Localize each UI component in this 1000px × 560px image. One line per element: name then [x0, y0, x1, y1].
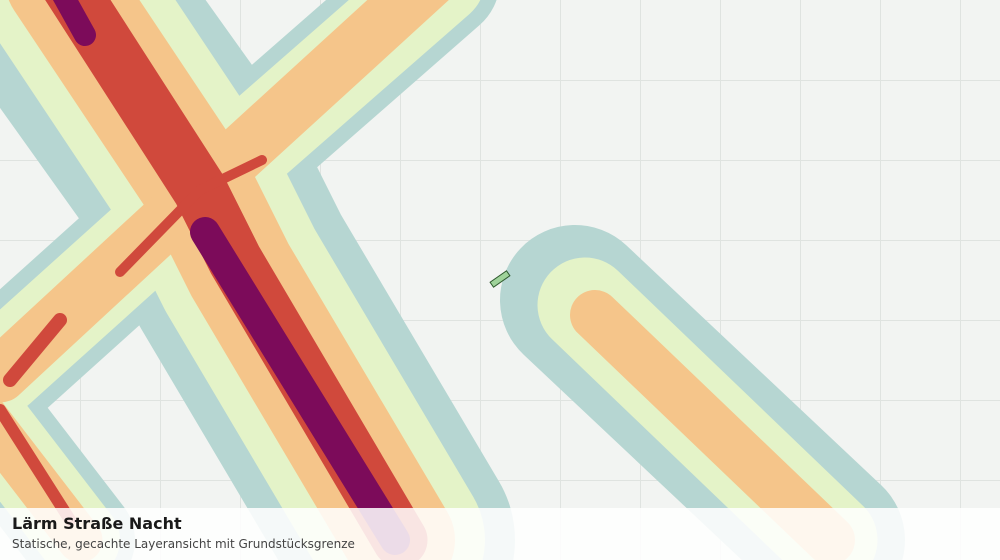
- parcel-boundary: [489, 270, 511, 288]
- noise-band-max: [190, 217, 410, 555]
- noise-bands: [0, 0, 905, 560]
- noise-band-high: [3, 313, 67, 387]
- legend-panel: Lärm Straße Nacht Statische, gecachte La…: [0, 508, 1000, 560]
- noise-band-mid: [570, 290, 855, 560]
- layer-title: Lärm Straße Nacht: [12, 514, 182, 533]
- noise-band-max: [52, 0, 96, 46]
- noise-band-high: [115, 155, 267, 277]
- noise-band-high: [0, 404, 76, 526]
- layer-subtitle: Statische, gecachte Layeransicht mit Gru…: [12, 537, 355, 551]
